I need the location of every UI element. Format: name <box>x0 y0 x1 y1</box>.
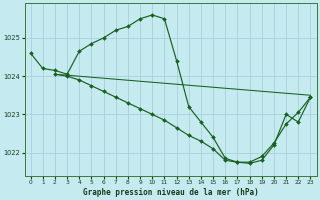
X-axis label: Graphe pression niveau de la mer (hPa): Graphe pression niveau de la mer (hPa) <box>83 188 258 197</box>
